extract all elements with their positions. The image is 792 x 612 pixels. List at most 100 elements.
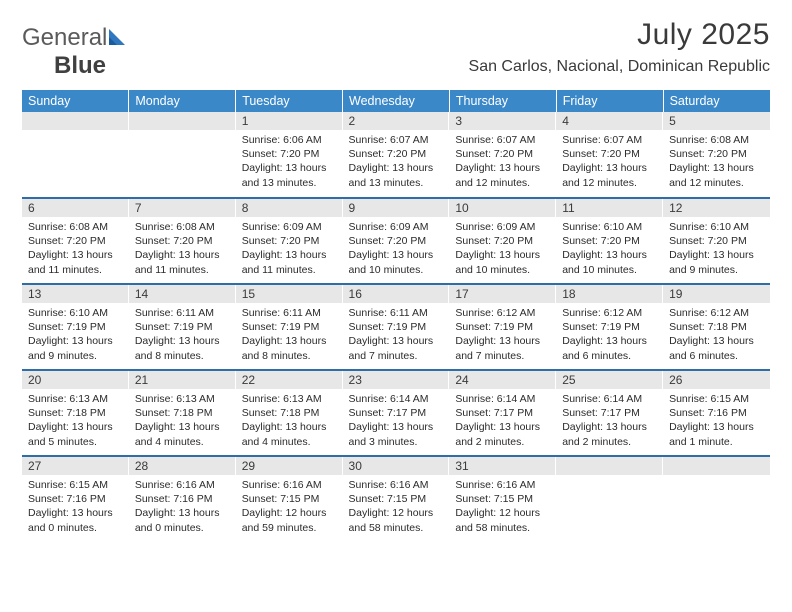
calendar-body: 1Sunrise: 6:06 AMSunset: 7:20 PMDaylight…: [22, 112, 770, 542]
day-number-empty: [22, 112, 129, 130]
day-number: 22: [236, 371, 343, 389]
day-number: 28: [129, 457, 236, 475]
calendar-cell: 13Sunrise: 6:10 AMSunset: 7:19 PMDayligh…: [22, 284, 129, 370]
calendar-cell: 5Sunrise: 6:08 AMSunset: 7:20 PMDaylight…: [663, 112, 770, 198]
day-details: Sunrise: 6:11 AMSunset: 7:19 PMDaylight:…: [236, 303, 343, 365]
day-number: 27: [22, 457, 129, 475]
logo-part2: Blue: [54, 52, 106, 79]
day-details: Sunrise: 6:12 AMSunset: 7:18 PMDaylight:…: [663, 303, 770, 365]
day-number: 14: [129, 285, 236, 303]
day-number: 19: [663, 285, 770, 303]
day-number: 7: [129, 199, 236, 217]
calendar-cell: 21Sunrise: 6:13 AMSunset: 7:18 PMDayligh…: [129, 370, 236, 456]
calendar-head: SundayMondayTuesdayWednesdayThursdayFrid…: [22, 90, 770, 112]
day-number: 11: [556, 199, 663, 217]
calendar-cell: 16Sunrise: 6:11 AMSunset: 7:19 PMDayligh…: [343, 284, 450, 370]
calendar-row: 1Sunrise: 6:06 AMSunset: 7:20 PMDaylight…: [22, 112, 770, 198]
day-details: Sunrise: 6:09 AMSunset: 7:20 PMDaylight:…: [343, 217, 450, 279]
logo: General Blue: [22, 18, 129, 80]
calendar-cell: 31Sunrise: 6:16 AMSunset: 7:15 PMDayligh…: [449, 456, 556, 542]
calendar-cell: 23Sunrise: 6:14 AMSunset: 7:17 PMDayligh…: [343, 370, 450, 456]
day-details: Sunrise: 6:09 AMSunset: 7:20 PMDaylight:…: [449, 217, 556, 279]
logo-part1: General: [22, 24, 107, 51]
day-number: 30: [343, 457, 450, 475]
day-number: 13: [22, 285, 129, 303]
weekday-header: Wednesday: [343, 90, 450, 112]
day-details: Sunrise: 6:14 AMSunset: 7:17 PMDaylight:…: [449, 389, 556, 451]
day-number: 23: [343, 371, 450, 389]
day-number: 4: [556, 112, 663, 130]
day-number: 12: [663, 199, 770, 217]
calendar-cell: 17Sunrise: 6:12 AMSunset: 7:19 PMDayligh…: [449, 284, 556, 370]
day-number: 24: [449, 371, 556, 389]
day-number: 16: [343, 285, 450, 303]
day-number: 6: [22, 199, 129, 217]
calendar-cell: 14Sunrise: 6:11 AMSunset: 7:19 PMDayligh…: [129, 284, 236, 370]
day-details: Sunrise: 6:07 AMSunset: 7:20 PMDaylight:…: [343, 130, 450, 192]
day-details: Sunrise: 6:11 AMSunset: 7:19 PMDaylight:…: [343, 303, 450, 365]
calendar-table: SundayMondayTuesdayWednesdayThursdayFrid…: [22, 90, 770, 542]
day-details: Sunrise: 6:10 AMSunset: 7:20 PMDaylight:…: [556, 217, 663, 279]
day-number: 20: [22, 371, 129, 389]
day-number-empty: [556, 457, 663, 475]
day-number: 8: [236, 199, 343, 217]
calendar-cell: 6Sunrise: 6:08 AMSunset: 7:20 PMDaylight…: [22, 198, 129, 284]
day-details: Sunrise: 6:15 AMSunset: 7:16 PMDaylight:…: [22, 475, 129, 537]
calendar-row: 20 Sunrise: 6:13 AMSunset: 7:18 PMDayligh…: [22, 370, 770, 456]
calendar-cell: 24Sunrise: 6:14 AMSunset: 7:17 PMDayligh…: [449, 370, 556, 456]
day-details: Sunrise: 6:08 AMSunset: 7:20 PMDaylight:…: [129, 217, 236, 279]
calendar-cell: 11Sunrise: 6:10 AMSunset: 7:20 PMDayligh…: [556, 198, 663, 284]
calendar-cell: 1Sunrise: 6:06 AMSunset: 7:20 PMDaylight…: [236, 112, 343, 198]
calendar-cell: 12Sunrise: 6:10 AMSunset: 7:20 PMDayligh…: [663, 198, 770, 284]
weekday-header: Friday: [556, 90, 663, 112]
day-details: Sunrise: 6:09 AMSunset: 7:20 PMDaylight:…: [236, 217, 343, 279]
day-number: 2: [343, 112, 450, 130]
calendar-cell: 25Sunrise: 6:14 AMSunset: 7:17 PMDayligh…: [556, 370, 663, 456]
day-details: Sunrise: 6:07 AMSunset: 7:20 PMDaylight:…: [449, 130, 556, 192]
day-number-empty: [663, 457, 770, 475]
day-number: 18: [556, 285, 663, 303]
day-details: Sunrise: 6:08 AMSunset: 7:20 PMDaylight:…: [22, 217, 129, 279]
day-number: 15: [236, 285, 343, 303]
calendar-page: General Blue July 2025 San Carlos, Nacio…: [0, 0, 792, 552]
header: General Blue July 2025 San Carlos, Nacio…: [22, 18, 770, 80]
calendar-cell: 30Sunrise: 6:16 AMSunset: 7:15 PMDayligh…: [343, 456, 450, 542]
calendar-row: 27Sunrise: 6:15 AMSunset: 7:16 PMDayligh…: [22, 456, 770, 542]
location-text: San Carlos, Nacional, Dominican Republic: [469, 58, 770, 76]
calendar-cell: 20Sunrise: 6:13 AMSunset: 7:18 PMDayligh…: [22, 370, 129, 456]
calendar-cell: 2Sunrise: 6:07 AMSunset: 7:20 PMDaylight…: [343, 112, 450, 198]
day-details: Sunrise: 6:14 AMSunset: 7:17 PMDaylight:…: [343, 389, 450, 451]
day-number-empty: [129, 112, 236, 130]
calendar-cell: 22Sunrise: 6:13 AMSunset: 7:18 PMDayligh…: [236, 370, 343, 456]
day-number: 3: [449, 112, 556, 130]
calendar-cell: [22, 112, 129, 198]
day-number: 9: [343, 199, 450, 217]
sail-icon: [107, 24, 129, 51]
day-details: Sunrise: 6:13 AMSunset: 7:18 PMDaylight:…: [236, 389, 343, 451]
calendar-cell: [129, 112, 236, 198]
day-number: 21: [129, 371, 236, 389]
day-details: Sunrise: 6:06 AMSunset: 7:20 PMDaylight:…: [236, 130, 343, 192]
day-number: 5: [663, 112, 770, 130]
day-details: Sunrise: 6:10 AMSunset: 7:19 PMDaylight:…: [22, 303, 129, 365]
day-details: Sunrise: 6:14 AMSunset: 7:17 PMDaylight:…: [556, 389, 663, 451]
day-details: Sunrise: 6:10 AMSunset: 7:20 PMDaylight:…: [663, 217, 770, 279]
weekday-header: Thursday: [449, 90, 556, 112]
calendar-cell: 29Sunrise: 6:16 AMSunset: 7:15 PMDayligh…: [236, 456, 343, 542]
day-number: 26: [663, 371, 770, 389]
calendar-cell: 4Sunrise: 6:07 AMSunset: 7:20 PMDaylight…: [556, 112, 663, 198]
month-title: July 2025: [469, 18, 770, 52]
day-details: Sunrise: 6:16 AMSunset: 7:16 PMDaylight:…: [129, 475, 236, 537]
calendar-cell: 8Sunrise: 6:09 AMSunset: 7:20 PMDaylight…: [236, 198, 343, 284]
calendar-cell: 27Sunrise: 6:15 AMSunset: 7:16 PMDayligh…: [22, 456, 129, 542]
day-details: Sunrise: 6:16 AMSunset: 7:15 PMDaylight:…: [236, 475, 343, 537]
day-details: Sunrise: 6:07 AMSunset: 7:20 PMDaylight:…: [556, 130, 663, 192]
day-number: 1: [236, 112, 343, 130]
day-details: Sunrise: 6:16 AMSunset: 7:15 PMDaylight:…: [449, 475, 556, 537]
weekday-header: Sunday: [22, 90, 129, 112]
calendar-cell: 28Sunrise: 6:16 AMSunset: 7:16 PMDayligh…: [129, 456, 236, 542]
calendar-row: 13Sunrise: 6:10 AMSunset: 7:19 PMDayligh…: [22, 284, 770, 370]
day-number: 25: [556, 371, 663, 389]
calendar-cell: 7Sunrise: 6:08 AMSunset: 7:20 PMDaylight…: [129, 198, 236, 284]
logo-text: General Blue: [22, 24, 129, 80]
